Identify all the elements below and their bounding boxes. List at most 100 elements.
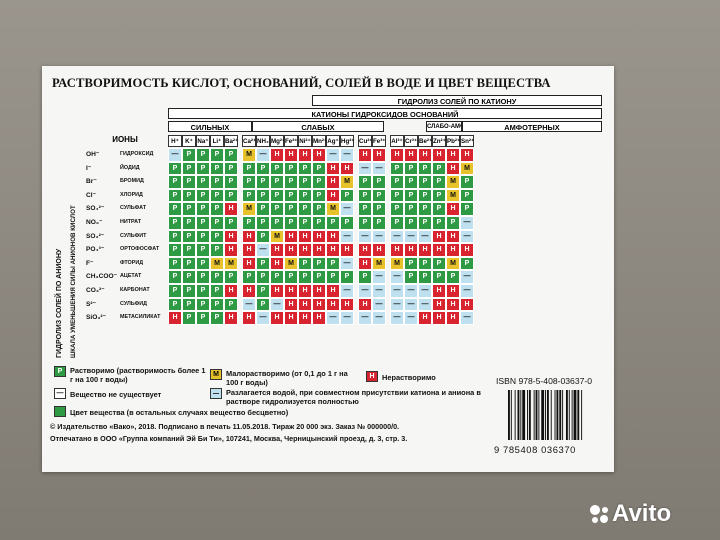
anion-name: КАРБОНАТ bbox=[120, 287, 150, 293]
solubility-cell: Н bbox=[312, 229, 326, 244]
anion-symbol: SiO₃²⁻ bbox=[86, 314, 107, 322]
cation-header: Al³⁺ bbox=[390, 135, 404, 147]
anion-name: АЦЕТАТ bbox=[120, 273, 142, 280]
solubility-cell: Р bbox=[182, 270, 196, 284]
solubility-cell: Н bbox=[224, 311, 238, 325]
solubility-cell: Р bbox=[182, 284, 196, 298]
solubility-cell: Р bbox=[372, 175, 386, 189]
solubility-cell: Р bbox=[182, 297, 196, 312]
legend-soluble-text: Растворимо (растворимость более 1 г на 1… bbox=[70, 366, 206, 384]
solubility-cell: Р bbox=[358, 188, 372, 203]
solubility-cell: Р bbox=[432, 216, 446, 230]
solubility-cell: Р bbox=[182, 175, 196, 189]
solubility-cell: Р bbox=[210, 311, 224, 325]
solubility-cell: Н bbox=[298, 148, 312, 162]
solubility-cell: Н bbox=[446, 202, 460, 216]
solubility-cell: — bbox=[358, 311, 372, 325]
solubility-cell: Р bbox=[404, 256, 418, 271]
anion-symbol: Br⁻ bbox=[86, 178, 97, 186]
solubility-cell: Р bbox=[460, 188, 474, 203]
solubility-cell: Р bbox=[210, 229, 224, 244]
header-weak: СЛАБЫХ bbox=[252, 121, 384, 132]
solubility-cell: Р bbox=[256, 161, 270, 176]
solubility-cell: Н bbox=[242, 229, 256, 244]
solubility-cell: Р bbox=[404, 175, 418, 189]
solubility-cell: — bbox=[372, 311, 386, 325]
solubility-cell: Н bbox=[372, 243, 386, 257]
header-strong: СИЛЬНЫХ bbox=[168, 121, 252, 132]
solubility-cell: Н bbox=[404, 243, 418, 257]
anion-name: ОРТОФОСФАТ bbox=[120, 246, 160, 253]
solubility-cell: М bbox=[242, 148, 256, 162]
solubility-cell: Р bbox=[224, 297, 238, 312]
solubility-cell: М bbox=[390, 256, 404, 271]
solubility-cell: Р bbox=[418, 256, 432, 271]
legend-insoluble-text: Нерастворимо bbox=[382, 373, 436, 382]
solubility-cell: Р bbox=[168, 270, 182, 284]
solubility-cell: Р bbox=[390, 161, 404, 176]
solubility-cell: — bbox=[326, 148, 340, 162]
barcode-image bbox=[508, 390, 583, 440]
cation-header: Mn²⁺ bbox=[312, 135, 327, 147]
solubility-cell: Н bbox=[432, 297, 446, 312]
solubility-cell: М bbox=[242, 202, 256, 216]
solubility-cell: — bbox=[340, 148, 354, 162]
solubility-cell: Н bbox=[372, 148, 386, 162]
solubility-cell: Р bbox=[256, 188, 270, 203]
avito-watermark: Avito bbox=[612, 500, 672, 527]
solubility-cell: Р bbox=[196, 148, 210, 162]
solubility-cell: Р bbox=[242, 161, 256, 176]
solubility-cell: Р bbox=[298, 216, 312, 230]
cation-header: H⁺ bbox=[168, 135, 182, 147]
solubility-cell: Р bbox=[182, 311, 196, 325]
solubility-cell: — bbox=[460, 311, 474, 325]
solubility-cell: Р bbox=[298, 202, 312, 216]
cation-header: Fe²⁺ bbox=[284, 135, 298, 147]
solubility-cell: Р bbox=[298, 161, 312, 176]
solubility-cell: Р bbox=[390, 216, 404, 230]
solubility-cell: — bbox=[326, 311, 340, 325]
solubility-cell: Р bbox=[312, 256, 326, 271]
solubility-cell: Р bbox=[210, 188, 224, 203]
solubility-cell: Р bbox=[168, 216, 182, 230]
solubility-cell: Н bbox=[298, 297, 312, 312]
anion-name: СУЛЬФИТ bbox=[120, 232, 147, 239]
solubility-cell: Р bbox=[256, 256, 270, 271]
solubility-cell: Н bbox=[270, 311, 284, 325]
solubility-cell: Р bbox=[404, 202, 418, 216]
solubility-cell: Н bbox=[446, 148, 460, 162]
solubility-cell: — bbox=[340, 284, 354, 298]
cation-header: Mg²⁺ bbox=[270, 135, 285, 147]
solubility-cell: Р bbox=[224, 161, 238, 176]
solubility-cell: Н bbox=[242, 256, 256, 271]
solubility-cell: Р bbox=[404, 161, 418, 176]
cation-header: Fe³⁺ bbox=[372, 135, 386, 147]
anion-symbol: NO₃⁻ bbox=[86, 219, 103, 226]
solubility-cell: Р bbox=[196, 229, 210, 244]
solubility-cell: — bbox=[418, 229, 432, 244]
footer-line-2: Отпечатано в ООО «Группа компаний Эй Би … bbox=[50, 434, 408, 443]
solubility-cell: Н bbox=[326, 243, 340, 257]
solubility-cell: Н bbox=[418, 311, 432, 325]
solubility-cell: Н bbox=[326, 161, 340, 176]
solubility-cell: — bbox=[168, 148, 182, 162]
side-label-anion-strength: ШКАЛА УМЕНЬШЕНИЯ СИЛЫ АНИОНОВ КИСЛОТ bbox=[70, 205, 77, 358]
anion-name: ХЛОРИД bbox=[120, 191, 143, 198]
solubility-cell: Р bbox=[242, 216, 256, 230]
solubility-cell: — bbox=[372, 270, 386, 284]
legend-decomp-swatch bbox=[210, 388, 222, 399]
cation-header: Hg²⁺ bbox=[340, 135, 355, 147]
barcode-number: 9 785408 036370 bbox=[494, 444, 576, 455]
solubility-cell: Н bbox=[298, 243, 312, 257]
solubility-cell: Н bbox=[298, 229, 312, 244]
solubility-cell: Р bbox=[432, 270, 446, 284]
solubility-cell: Р bbox=[340, 216, 354, 230]
solubility-cell: Н bbox=[446, 311, 460, 325]
solubility-cell: Н bbox=[224, 202, 238, 216]
solubility-cell: Р bbox=[460, 256, 474, 271]
cation-header: NH₄⁺ bbox=[256, 135, 272, 147]
solubility-cell: Н bbox=[432, 311, 446, 325]
solubility-cell: Р bbox=[210, 216, 224, 230]
solubility-cell: Р bbox=[224, 270, 238, 284]
solubility-cell: Р bbox=[326, 256, 340, 271]
